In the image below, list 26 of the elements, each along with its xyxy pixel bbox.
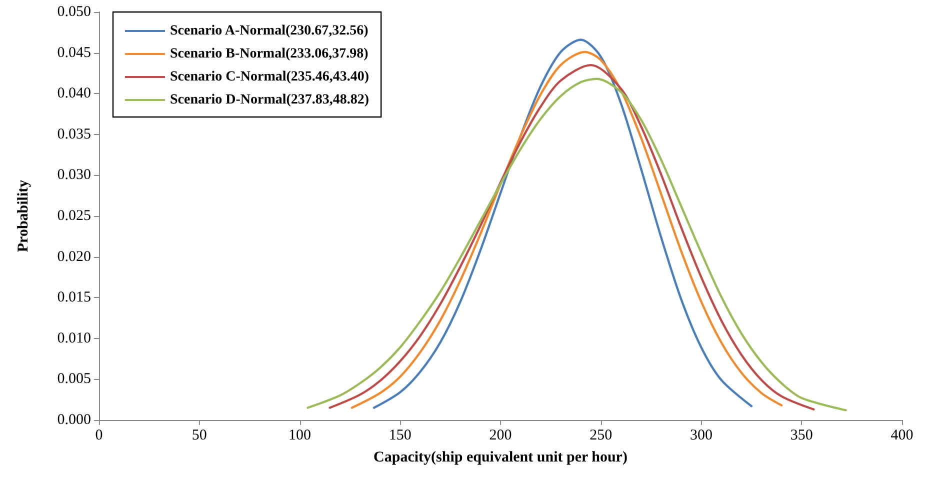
y-axis-title: Probability [16,179,32,252]
y-tick-label: 0.030 [57,167,91,184]
y-tick-label: 0.005 [57,371,91,388]
x-tick-label: 200 [489,428,512,444]
x-tick-label: 400 [890,428,914,444]
x-tick-label: 50 [192,428,207,444]
x-tick-label: 250 [590,428,612,444]
legend-label: Scenario C-Normal(235.46,43.40) [170,70,370,84]
y-tick-label: 0.040 [57,86,91,102]
y-tick-label: 0.050 [57,4,91,20]
y-tick-label: 0.000 [57,412,91,428]
y-tick-label: 0.020 [57,248,91,265]
x-tick-label: 100 [288,428,311,444]
y-tick-label: 0.015 [57,290,91,306]
x-tick-label: 0 [95,428,103,444]
legend-label: Scenario B-Normal(233.06,37.98) [170,46,369,62]
y-tick-label: 0.045 [57,44,91,61]
y-tick-label: 0.035 [57,126,91,142]
legend-label: Scenario A-Normal(230.67,32.56) [170,24,369,38]
x-axis-title: Capacity(ship equivalent unit per hour) [374,450,628,466]
x-tick-label: 150 [388,428,412,444]
y-tick-label: 0.025 [57,208,91,224]
legend-label: Scenario D-Normal(237.83,48.82) [170,92,370,108]
y-tick-label: 0.010 [57,330,91,346]
x-tick-label: 300 [690,428,712,444]
x-tick-label: 350 [790,428,813,444]
